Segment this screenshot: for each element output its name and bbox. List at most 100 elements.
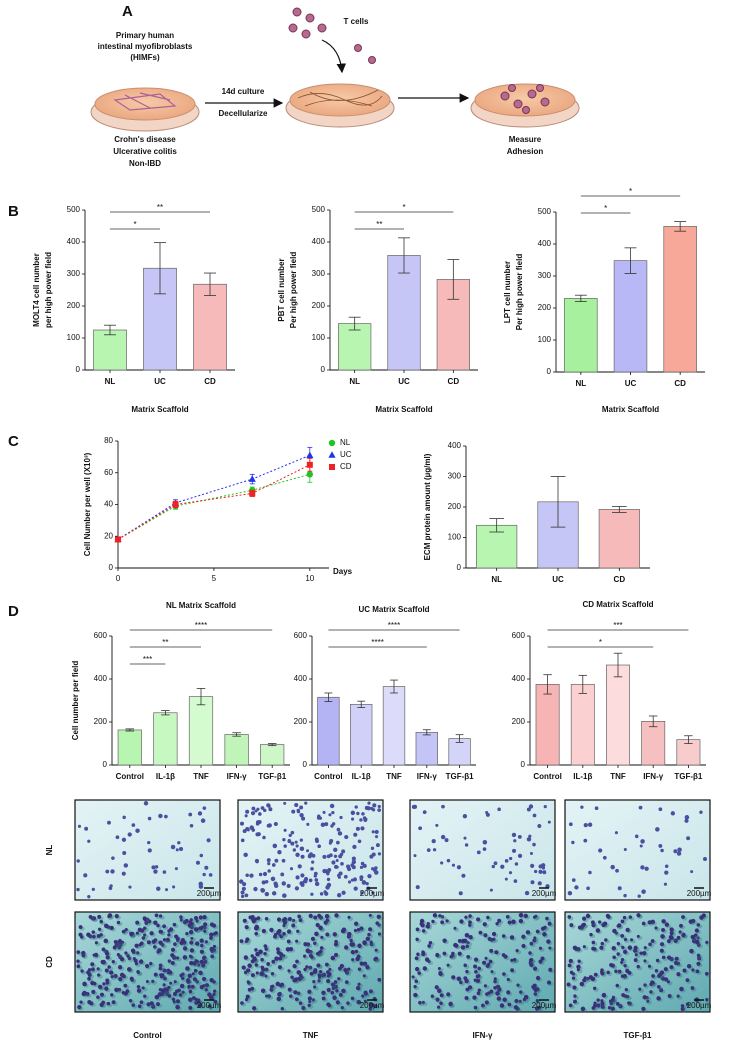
cell bbox=[162, 968, 167, 973]
cell bbox=[414, 956, 419, 961]
cell bbox=[684, 818, 689, 823]
cell bbox=[321, 990, 326, 995]
column-label: TGF-β1 bbox=[624, 1031, 653, 1040]
x-tick-label: NL bbox=[349, 377, 360, 386]
cell bbox=[254, 858, 260, 864]
cell bbox=[571, 878, 576, 882]
cell bbox=[370, 806, 374, 811]
cell bbox=[696, 936, 700, 940]
y-tick-label: 40 bbox=[104, 500, 113, 509]
cell bbox=[352, 877, 358, 882]
scale-bar-label: 200µm bbox=[360, 1001, 385, 1010]
y-tick-label: 200 bbox=[67, 301, 81, 310]
cell bbox=[250, 811, 256, 816]
cell bbox=[294, 997, 299, 1002]
cell bbox=[658, 807, 663, 812]
marker bbox=[306, 471, 314, 478]
diagram-text: Non-IBD bbox=[129, 159, 161, 168]
cell bbox=[627, 1001, 631, 1005]
cell bbox=[109, 884, 113, 888]
cell bbox=[462, 814, 468, 819]
cell bbox=[308, 913, 313, 918]
cell bbox=[244, 998, 249, 1002]
significance-label: **** bbox=[195, 621, 207, 630]
cell bbox=[123, 863, 129, 868]
cell bbox=[533, 988, 538, 993]
cell bbox=[618, 1003, 623, 1009]
cell bbox=[344, 945, 349, 950]
cell bbox=[534, 1006, 540, 1011]
cell bbox=[172, 991, 177, 997]
cell bbox=[260, 888, 266, 893]
cell bbox=[153, 945, 157, 949]
cell bbox=[354, 949, 359, 954]
cell bbox=[355, 956, 360, 962]
cell bbox=[353, 921, 359, 926]
cell bbox=[261, 928, 266, 934]
cell bbox=[287, 917, 292, 922]
cell bbox=[460, 945, 466, 950]
cell bbox=[485, 992, 489, 996]
cell bbox=[326, 854, 331, 859]
arrow bbox=[321, 39, 347, 74]
cell bbox=[89, 1001, 94, 1006]
cell bbox=[374, 829, 379, 835]
cell bbox=[139, 1000, 144, 1004]
cell bbox=[658, 972, 663, 977]
bar bbox=[382, 686, 406, 766]
cell bbox=[591, 940, 596, 945]
cell bbox=[542, 932, 547, 937]
cell bbox=[636, 934, 640, 938]
cell bbox=[503, 954, 508, 959]
cell bbox=[76, 959, 80, 963]
cell bbox=[331, 810, 335, 815]
cell bbox=[509, 856, 513, 861]
cell bbox=[199, 949, 205, 954]
cell bbox=[197, 811, 203, 816]
column-label: Control bbox=[133, 1031, 161, 1040]
y-tick-label: 200 bbox=[448, 502, 462, 511]
cell bbox=[87, 968, 92, 972]
significance-label: ** bbox=[376, 220, 382, 229]
cell bbox=[138, 943, 142, 947]
cell bbox=[325, 918, 330, 923]
cell bbox=[330, 824, 334, 828]
cell bbox=[244, 939, 248, 943]
cell bbox=[341, 890, 346, 895]
cell bbox=[468, 923, 472, 927]
cell bbox=[249, 873, 254, 878]
cell bbox=[579, 981, 585, 987]
cell bbox=[298, 918, 303, 922]
cell bbox=[336, 827, 341, 832]
cell bbox=[497, 918, 502, 923]
cell bbox=[600, 999, 604, 1003]
cell bbox=[87, 973, 92, 977]
cell bbox=[508, 871, 513, 875]
cell bbox=[483, 984, 488, 988]
cell bbox=[325, 932, 330, 937]
cell bbox=[121, 940, 125, 944]
cell bbox=[427, 944, 432, 948]
cell bbox=[451, 975, 456, 980]
cell bbox=[159, 930, 164, 934]
cell bbox=[286, 929, 292, 934]
cell bbox=[105, 955, 110, 960]
cell bbox=[444, 838, 449, 843]
cell bbox=[659, 942, 665, 947]
bar bbox=[260, 744, 285, 766]
error-bar bbox=[613, 652, 623, 678]
cell bbox=[337, 977, 341, 981]
cell bbox=[198, 881, 204, 887]
cell bbox=[115, 835, 120, 840]
cell bbox=[103, 938, 109, 944]
y-axis-label: Cell Number per well (X10³) bbox=[83, 452, 92, 556]
cell bbox=[633, 958, 638, 962]
cell bbox=[375, 921, 380, 925]
cell bbox=[627, 945, 633, 950]
cell bbox=[340, 928, 346, 934]
cell bbox=[697, 956, 702, 961]
cell bbox=[315, 922, 320, 928]
cell bbox=[611, 946, 617, 951]
diagram-text: Primary human bbox=[116, 31, 174, 40]
chart-title: NL Matrix Scaffold bbox=[166, 601, 236, 610]
